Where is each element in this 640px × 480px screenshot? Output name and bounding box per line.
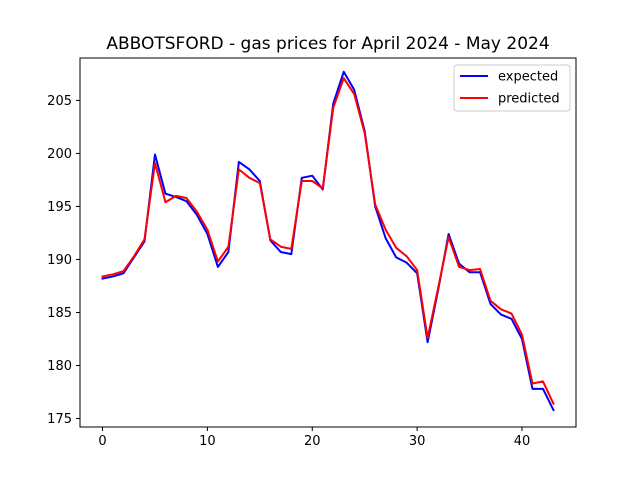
legend-label-predicted: predicted bbox=[498, 92, 560, 107]
y-tick-label: 200 bbox=[47, 147, 72, 162]
legend-label-expected: expected bbox=[498, 70, 558, 85]
x-tick-label: 10 bbox=[199, 434, 216, 449]
y-tick-label: 190 bbox=[47, 253, 72, 268]
y-tick-label: 180 bbox=[47, 359, 72, 374]
x-tick-label: 40 bbox=[514, 434, 531, 449]
chart-title: ABBOTSFORD - gas prices for April 2024 -… bbox=[106, 34, 549, 54]
y-tick-label: 205 bbox=[47, 94, 72, 109]
y-tick-label: 195 bbox=[47, 200, 72, 215]
x-tick-label: 30 bbox=[409, 434, 426, 449]
x-tick-label: 0 bbox=[98, 434, 106, 449]
legend: expected predicted bbox=[453, 64, 571, 112]
plot-area bbox=[101, 70, 555, 412]
axes: 0 10 20 30 40 175 180 185 190 195 200 205 bbox=[47, 57, 577, 449]
y-tick-label: 185 bbox=[47, 306, 72, 321]
x-tick-label: 20 bbox=[304, 434, 321, 449]
y-tick-label: 175 bbox=[47, 412, 72, 427]
axes-frame bbox=[79, 57, 577, 428]
series-line-predicted bbox=[101, 77, 555, 406]
